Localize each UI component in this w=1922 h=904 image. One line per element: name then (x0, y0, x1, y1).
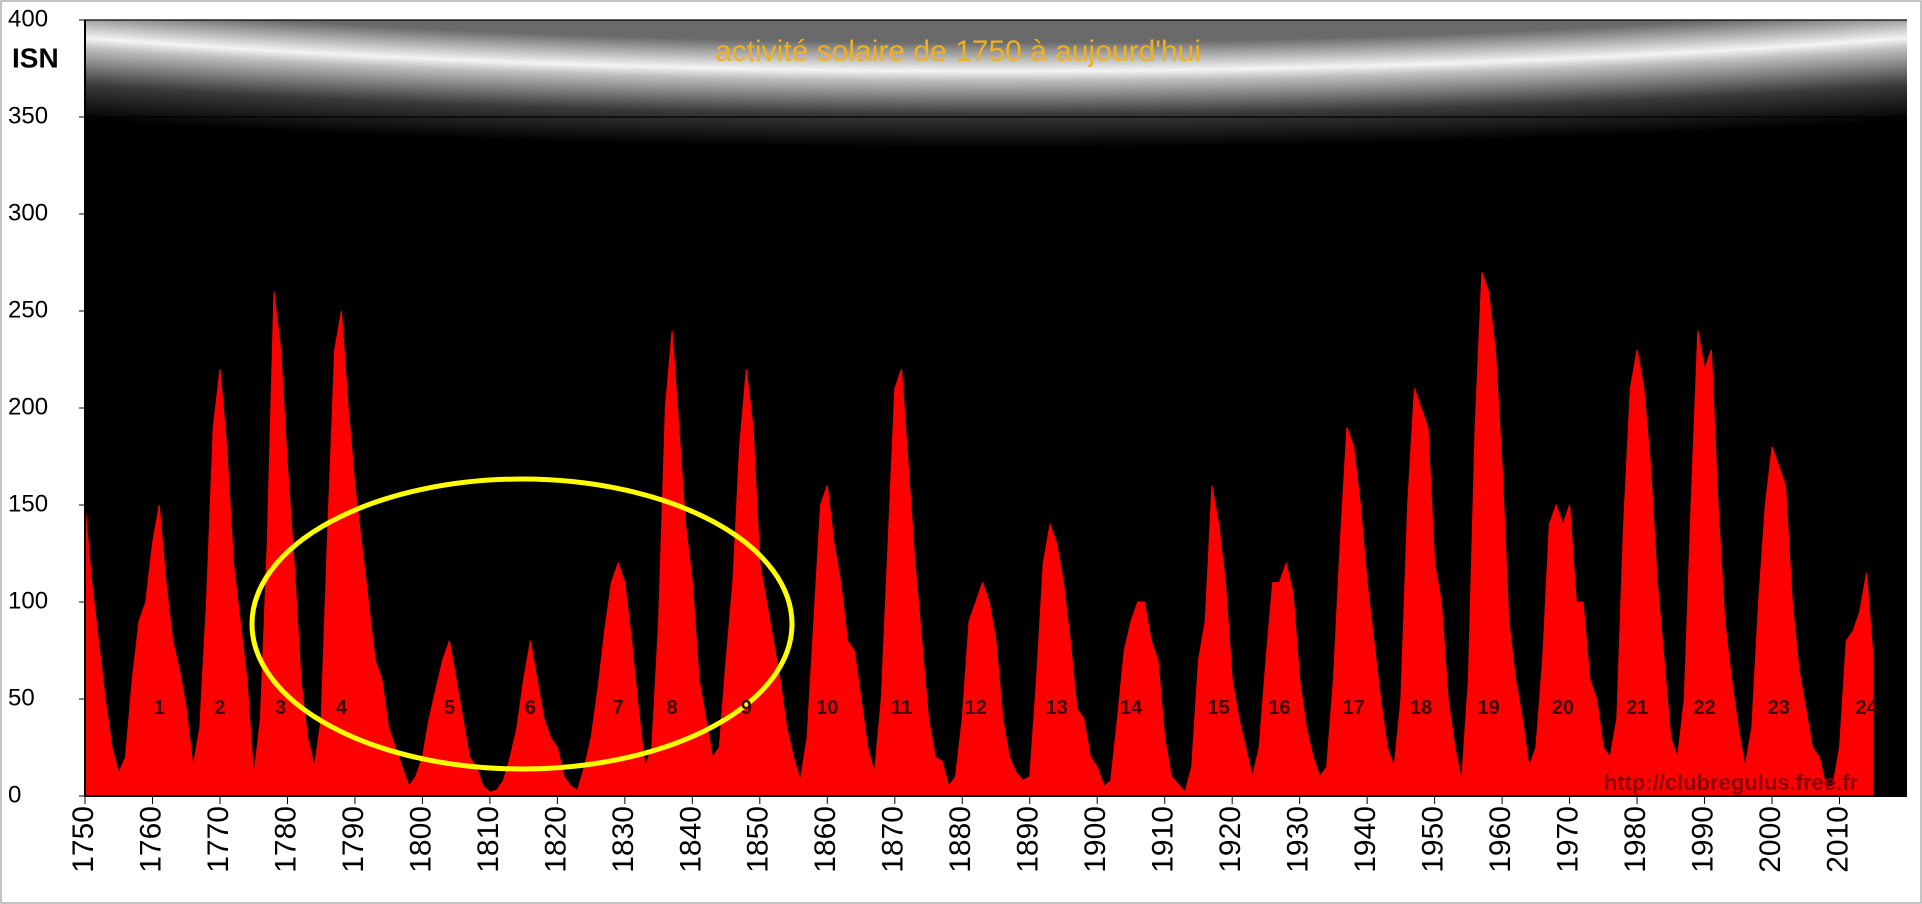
x-tick-label: 1900 (1079, 806, 1112, 873)
cycle-label: 10 (816, 697, 838, 719)
page: activité solaire de 1750 à aujourd'hui I… (0, 0, 1922, 904)
x-tick-label: 1860 (809, 806, 842, 873)
cycle-label: 2 (214, 697, 225, 719)
y-tick-label: 200 (8, 393, 48, 420)
sun-image (85, 20, 1907, 340)
x-tick-label: 1810 (472, 806, 505, 873)
cycle-label: 23 (1768, 697, 1790, 719)
x-tick-label: 1940 (1349, 806, 1382, 873)
x-tick-label: 1960 (1484, 806, 1517, 873)
y-tick-label: 0 (8, 781, 21, 808)
x-tick-label: 1930 (1282, 806, 1315, 873)
x-tick-label: 1780 (269, 806, 302, 873)
x-tick-label: 1830 (607, 806, 640, 873)
cycle-label: 13 (1046, 697, 1068, 719)
cycle-label: 1 (154, 697, 165, 719)
cycle-label: 20 (1552, 697, 1574, 719)
x-tick-label: 2000 (1754, 806, 1787, 873)
source-url: http://clubregulus.free.fr (1604, 770, 1859, 795)
y-tick-label: 50 (8, 684, 35, 711)
x-tick-label: 1910 (1147, 806, 1180, 873)
y-tick-label: 250 (8, 296, 48, 323)
x-tick-label: 1950 (1417, 806, 1450, 873)
cycle-label: 17 (1343, 697, 1365, 719)
x-tick-label: 1870 (877, 806, 910, 873)
cycle-label: 19 (1477, 697, 1499, 719)
cycle-label: 6 (525, 697, 536, 719)
x-tick-label: 1760 (134, 806, 167, 873)
x-tick-label: 1990 (1686, 806, 1719, 873)
y-tick-label: 150 (8, 490, 48, 517)
cycle-label: 5 (444, 697, 455, 719)
cycle-label: 15 (1208, 697, 1230, 719)
cycle-label: 12 (965, 697, 987, 719)
y-tick-label: 100 (8, 587, 48, 614)
x-tick-label: 1790 (337, 806, 370, 873)
x-tick-label: 2010 (1821, 806, 1854, 873)
y-tick-label: 350 (8, 102, 48, 129)
y-axis-label: ISN (12, 42, 59, 73)
x-tick-label: 1970 (1552, 806, 1585, 873)
x-tick-label: 1840 (674, 806, 707, 873)
y-tick-label: 300 (8, 199, 48, 226)
x-tick-label: 1880 (944, 806, 977, 873)
chart-title: activité solaire de 1750 à aujourd'hui (715, 35, 1201, 68)
x-tick-label: 1890 (1012, 806, 1045, 873)
x-tick-label: 1770 (202, 806, 235, 873)
cycle-label: 22 (1693, 697, 1715, 719)
cycle-label: 24 (1855, 697, 1878, 719)
cycle-label: 9 (741, 697, 752, 719)
cycle-label: 21 (1626, 697, 1648, 719)
x-tick-label: 1820 (539, 806, 572, 873)
cycle-label: 7 (613, 697, 624, 719)
chart: activité solaire de 1750 à aujourd'hui I… (0, 0, 1922, 904)
cycle-label: 16 (1268, 697, 1290, 719)
cycle-label: 3 (275, 697, 286, 719)
cycle-label: 14 (1120, 697, 1143, 719)
cycle-label: 18 (1410, 697, 1432, 719)
y-tick-label: 400 (8, 5, 48, 32)
x-tick-label: 1800 (404, 806, 437, 873)
x-tick-label: 1920 (1214, 806, 1247, 873)
x-tick-label: 1750 (67, 806, 100, 873)
cycle-label: 4 (336, 697, 348, 719)
x-tick-label: 1980 (1619, 806, 1652, 873)
cycle-label: 8 (667, 697, 678, 719)
x-tick-label: 1850 (742, 806, 775, 873)
cycle-label: 11 (891, 697, 912, 719)
